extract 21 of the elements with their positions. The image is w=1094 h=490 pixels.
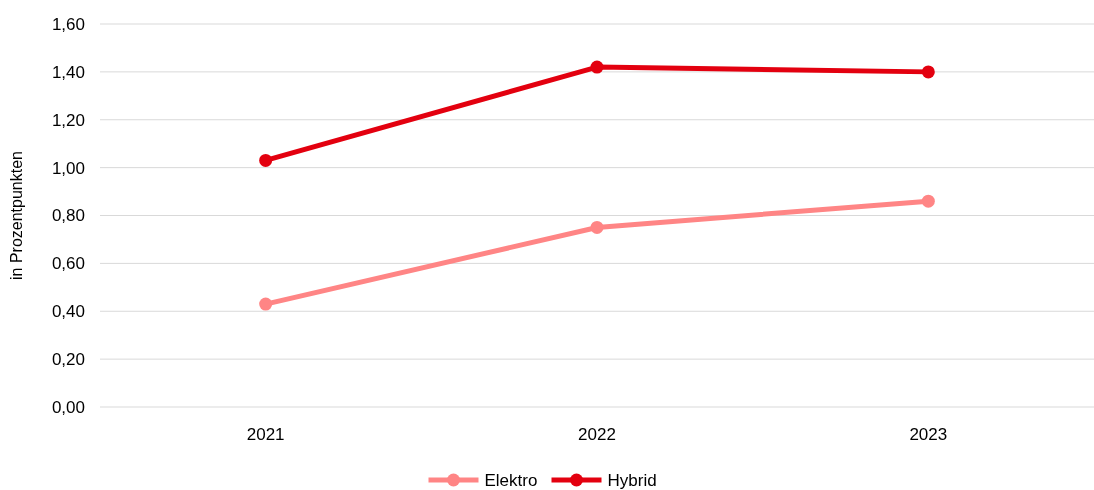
x-tick-label: 2023 [909,425,948,444]
point [259,297,273,311]
y-tick-label: 0,00 [51,397,85,417]
y-axis-title: in Prozentpunkten [8,151,25,280]
y-tick-label: 0,80 [51,206,85,226]
x-tick-label: 2021 [246,425,285,444]
y-tick-label: 0,40 [51,302,85,322]
y-tick-label: 1,20 [51,110,85,130]
point [921,65,935,79]
x-tick-label: 2022 [578,425,616,444]
y-tick-label: 1,40 [51,62,85,82]
y-tick-label: 0,20 [51,350,85,370]
point [921,194,935,208]
y-tick-label: 1,60 [51,14,85,34]
legend-label: Elektro [484,470,538,490]
y-tick-label: 0,60 [51,254,85,274]
legend-label: Hybrid [607,470,657,490]
point [590,60,604,74]
point [259,153,273,167]
point [590,220,604,234]
y-tick-label: 1,00 [51,158,85,178]
